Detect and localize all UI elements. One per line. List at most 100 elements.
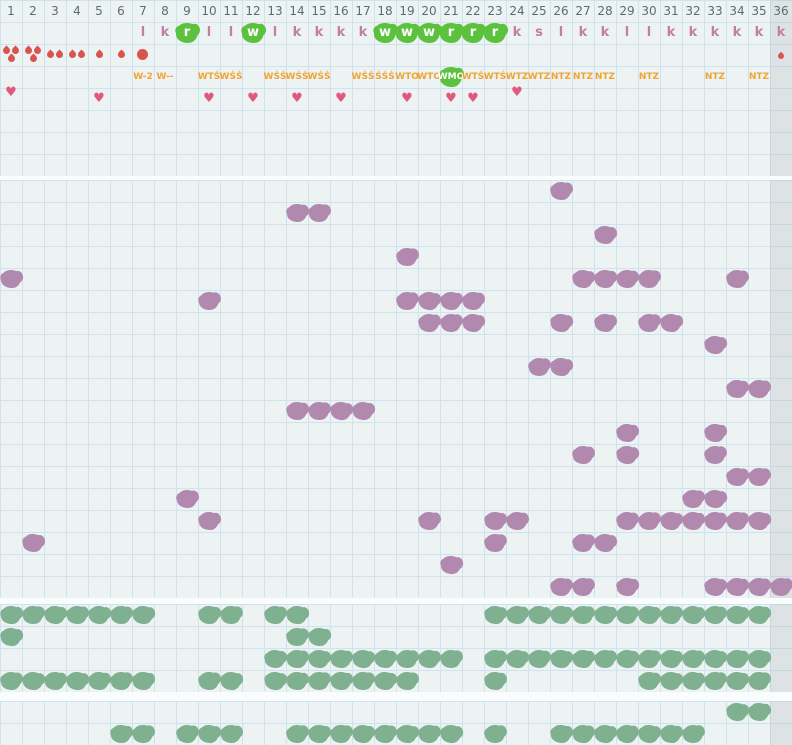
sticker-blob-upper[interactable] xyxy=(550,649,572,669)
sticker-blob-lower[interactable] xyxy=(374,724,396,744)
temperature-point[interactable] xyxy=(440,291,462,311)
temperature-point[interactable] xyxy=(682,489,704,509)
sticker-blob-upper[interactable] xyxy=(88,605,110,625)
sticker-blob-upper[interactable] xyxy=(89,672,109,690)
sticker-blob-lower[interactable] xyxy=(352,724,374,744)
sticker-blob-upper[interactable] xyxy=(22,605,44,625)
sticker-blob-lower[interactable] xyxy=(220,724,242,744)
day-column-number[interactable]: 11 xyxy=(223,4,239,18)
day-column-number[interactable]: 28 xyxy=(597,4,613,18)
code-label[interactable]: WŚŚ xyxy=(219,72,243,82)
code-label[interactable]: WŚŚ xyxy=(351,72,375,82)
sticker-blob-upper[interactable] xyxy=(484,649,506,669)
sticker-blob-upper[interactable] xyxy=(572,605,594,625)
code-label[interactable]: NTZ xyxy=(594,72,616,82)
temperature-point[interactable] xyxy=(704,511,726,531)
day-column-number[interactable]: 34 xyxy=(729,4,745,18)
sticker-blob-lower[interactable] xyxy=(749,703,769,721)
sticker-blob-upper[interactable] xyxy=(638,649,660,669)
temperature-point[interactable] xyxy=(286,401,308,421)
mucus-observation-cell[interactable]: l xyxy=(140,25,146,40)
temperature-point[interactable] xyxy=(462,313,484,333)
sticker-blob-upper[interactable] xyxy=(573,650,593,668)
intercourse-heart-icon[interactable]: ♥ xyxy=(93,91,105,106)
day-column-number[interactable]: 36 xyxy=(773,4,789,18)
intercourse-heart-icon[interactable]: ♥ xyxy=(247,91,259,106)
day-column-number[interactable]: 7 xyxy=(139,4,147,18)
day-column-number[interactable]: 16 xyxy=(333,4,349,18)
bleeding-symbol[interactable] xyxy=(44,44,66,66)
temperature-point[interactable] xyxy=(616,269,638,289)
day-column-number[interactable]: 27 xyxy=(575,4,591,18)
code-label[interactable]: W-- xyxy=(156,72,174,82)
sticker-blob-upper[interactable] xyxy=(264,605,286,625)
temperature-point[interactable] xyxy=(748,577,770,597)
sticker-blob-upper[interactable] xyxy=(0,671,22,691)
temperature-point[interactable] xyxy=(418,291,440,311)
sticker-blob-upper[interactable] xyxy=(506,605,528,625)
sticker-blob-lower[interactable] xyxy=(661,725,681,743)
sticker-blob-upper[interactable] xyxy=(726,649,748,669)
code-label[interactable]: ŚŚŚ xyxy=(375,72,395,82)
temperature-point[interactable] xyxy=(440,313,462,333)
sticker-blob-upper[interactable] xyxy=(749,606,769,624)
temperature-point[interactable] xyxy=(704,577,726,597)
temperature-point[interactable] xyxy=(704,489,726,509)
sticker-blob-lower[interactable] xyxy=(726,702,748,722)
sticker-blob-upper[interactable] xyxy=(594,649,616,669)
temperature-point[interactable] xyxy=(308,401,330,421)
day-column-number[interactable]: 13 xyxy=(267,4,283,18)
code-label[interactable]: WTŚ xyxy=(197,72,221,82)
bleeding-symbol[interactable] xyxy=(770,44,792,66)
sticker-blob-upper[interactable] xyxy=(506,649,528,669)
intercourse-heart-icon[interactable]: ♥ xyxy=(291,91,303,106)
mucus-observation-cell[interactable]: l xyxy=(206,25,212,40)
mucus-observation-cell[interactable]: k xyxy=(292,25,302,40)
mucus-observation-cell[interactable]: k xyxy=(314,25,324,40)
temperature-point[interactable] xyxy=(748,379,770,399)
sticker-blob-upper[interactable] xyxy=(132,671,154,691)
sticker-blob-upper[interactable] xyxy=(287,672,307,690)
sticker-blob-upper[interactable] xyxy=(418,649,440,669)
temperature-point[interactable] xyxy=(638,313,660,333)
code-label[interactable]: NTZ xyxy=(550,72,572,82)
intercourse-heart-icon[interactable]: ♥ xyxy=(401,91,413,106)
mucus-observation-cell[interactable]: l xyxy=(624,25,630,40)
sticker-blob-upper[interactable] xyxy=(220,605,242,625)
day-column-number[interactable]: 18 xyxy=(377,4,393,18)
mucus-observation-cell[interactable]: r xyxy=(469,25,477,40)
day-column-number[interactable]: 9 xyxy=(183,4,191,18)
sticker-blob-upper[interactable] xyxy=(264,649,286,669)
day-column-number[interactable]: 30 xyxy=(641,4,657,18)
sticker-blob-upper[interactable] xyxy=(286,627,308,647)
temperature-point[interactable] xyxy=(660,313,682,333)
mucus-observation-cell[interactable]: s xyxy=(535,25,543,40)
sticker-blob-upper[interactable] xyxy=(110,671,132,691)
temperature-point[interactable] xyxy=(726,511,748,531)
temperature-point[interactable] xyxy=(550,357,572,377)
mucus-observation-cell[interactable]: k xyxy=(732,25,742,40)
temperature-point[interactable] xyxy=(176,489,198,509)
sticker-blob-lower[interactable] xyxy=(396,724,418,744)
bleeding-symbol[interactable] xyxy=(0,44,22,66)
mucus-observation-cell[interactable]: r xyxy=(491,25,499,40)
sticker-blob-upper[interactable] xyxy=(264,671,286,691)
temperature-point[interactable] xyxy=(595,314,615,332)
code-label[interactable]: WTZ xyxy=(527,72,551,82)
sticker-blob-upper[interactable] xyxy=(308,627,330,647)
sticker-blob-upper[interactable] xyxy=(638,605,660,625)
temperature-point[interactable] xyxy=(726,467,748,487)
mucus-observation-cell[interactable]: r xyxy=(183,25,191,40)
intercourse-heart-icon[interactable]: ♥ xyxy=(203,91,215,106)
temperature-point[interactable] xyxy=(616,445,638,465)
sticker-blob-lower[interactable] xyxy=(682,724,704,744)
day-column-number[interactable]: 20 xyxy=(421,4,437,18)
code-label[interactable]: WTO xyxy=(417,72,441,82)
sticker-blob-upper[interactable] xyxy=(132,605,154,625)
intercourse-heart-icon[interactable]: ♥ xyxy=(467,91,479,106)
sticker-blob-upper[interactable] xyxy=(396,649,418,669)
mucus-observation-cell[interactable]: k xyxy=(512,25,522,40)
bleeding-symbol[interactable] xyxy=(110,44,132,66)
sticker-blob-upper[interactable] xyxy=(440,649,462,669)
temperature-point[interactable] xyxy=(308,203,330,223)
